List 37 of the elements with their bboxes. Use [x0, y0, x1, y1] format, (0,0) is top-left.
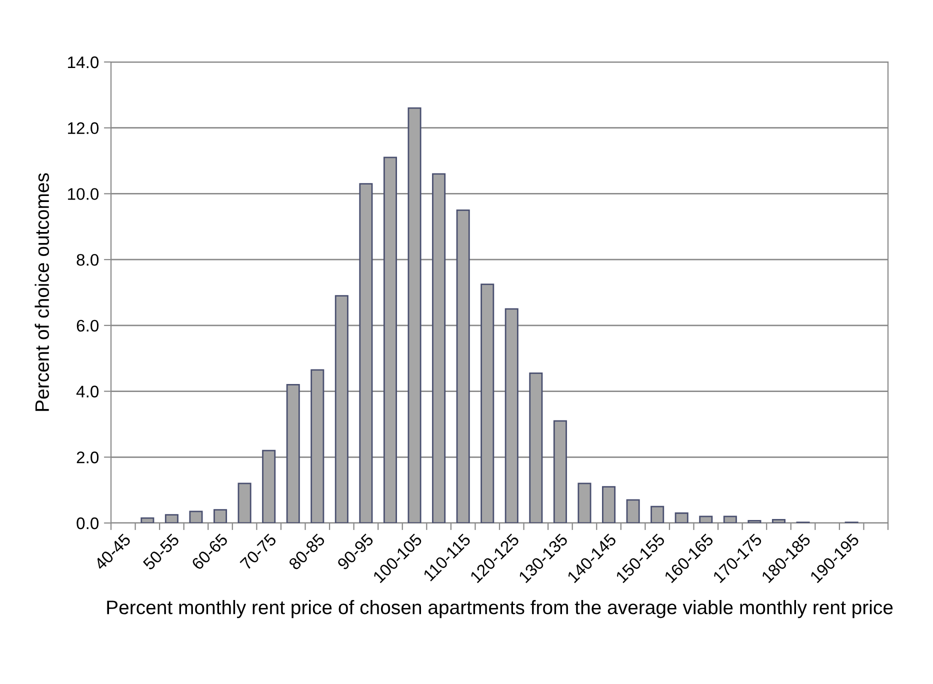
bar: [164, 514, 178, 523]
bar: [432, 173, 446, 523]
bar: [748, 520, 762, 523]
bar: [772, 519, 786, 523]
bar: [699, 516, 713, 523]
bar: [408, 107, 422, 523]
bar: [383, 156, 397, 523]
bar: [723, 516, 737, 523]
bar: [602, 486, 616, 523]
bar: [529, 372, 543, 523]
bar: [214, 509, 228, 523]
y-axis-title: Percent of choice outcomes: [34, 173, 50, 411]
bar: [286, 384, 300, 523]
y-tick-label: 14.0: [68, 56, 99, 68]
y-tick-label: 12.0: [68, 122, 99, 134]
bar: [310, 369, 324, 523]
bar: [504, 308, 518, 523]
bar: [553, 420, 567, 523]
bar: [359, 183, 373, 523]
bar: [456, 209, 470, 523]
y-tick-label: 8.0: [76, 254, 99, 266]
bar: [674, 512, 688, 523]
bar: [334, 295, 348, 523]
y-tick-label: 0.0: [76, 517, 99, 530]
bar: [650, 506, 664, 523]
y-tick-label: 10.0: [68, 188, 99, 200]
y-tick-label: 6.0: [76, 320, 99, 332]
y-tick-label: 4.0: [76, 386, 99, 398]
bar: [238, 482, 252, 523]
y-tick-label: 2.0: [76, 452, 99, 464]
bar: [480, 284, 494, 523]
bar: [578, 482, 592, 523]
bar: [140, 517, 154, 523]
bar: [626, 499, 640, 523]
bar: [189, 510, 203, 523]
x-axis-title: Percent monthly rent price of chosen apartments from the average viable monthly rent price: [107, 600, 893, 618]
bar: [262, 450, 276, 523]
